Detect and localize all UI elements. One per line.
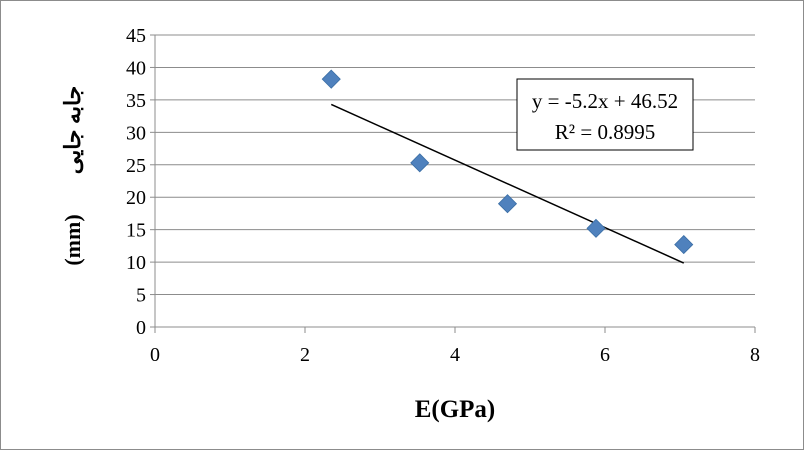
data-point-5 bbox=[674, 235, 694, 255]
y-tick-label-15: 15 bbox=[126, 220, 146, 242]
y-tick-label-5: 5 bbox=[136, 285, 146, 307]
y-axis-title: جابه جایی (mm) bbox=[60, 86, 85, 266]
y-tick-label-45: 45 bbox=[126, 25, 146, 47]
x-tick-label-4: 4 bbox=[450, 344, 460, 366]
y-tick-label-25: 25 bbox=[126, 155, 146, 177]
tick-labels: 0 5 10 15 20 25 30 35 40 45 0 2 4 6 8 bbox=[126, 25, 760, 366]
trendline-equation: y = -5.2x + 46.52 bbox=[532, 89, 678, 113]
linear-trendline bbox=[330, 103, 685, 264]
y-axis-title-text: جابه جایی bbox=[60, 86, 85, 174]
x-tick-label-8: 8 bbox=[750, 344, 760, 366]
data-points bbox=[321, 69, 694, 255]
data-point-1 bbox=[321, 69, 341, 89]
y-tick-label-0: 0 bbox=[136, 317, 146, 339]
x-tick-label-0: 0 bbox=[150, 344, 160, 366]
axes bbox=[150, 34, 756, 333]
trendline-r-squared: R² = 0.8995 bbox=[555, 120, 655, 144]
trendline-layer bbox=[330, 103, 685, 264]
y-tick-label-40: 40 bbox=[126, 57, 146, 79]
data-point-4 bbox=[586, 218, 606, 238]
x-axis-title: E(GPa) bbox=[415, 396, 496, 423]
y-tick-label-10: 10 bbox=[126, 252, 146, 274]
data-point-3 bbox=[497, 194, 518, 214]
x-tick-label-2: 2 bbox=[300, 344, 310, 366]
trendline-equation-box: y = -5.2x + 46.52 R² = 0.8995 bbox=[516, 78, 694, 151]
equation-box-border bbox=[516, 78, 694, 151]
y-tick-label-35: 35 bbox=[126, 90, 146, 112]
y-tick-label-30: 30 bbox=[126, 122, 146, 144]
y-tick-label-20: 20 bbox=[126, 187, 146, 209]
data-point-2 bbox=[410, 153, 430, 173]
y-axis-title-unit: (mm) bbox=[60, 214, 85, 265]
x-tick-label-6: 6 bbox=[600, 344, 610, 366]
